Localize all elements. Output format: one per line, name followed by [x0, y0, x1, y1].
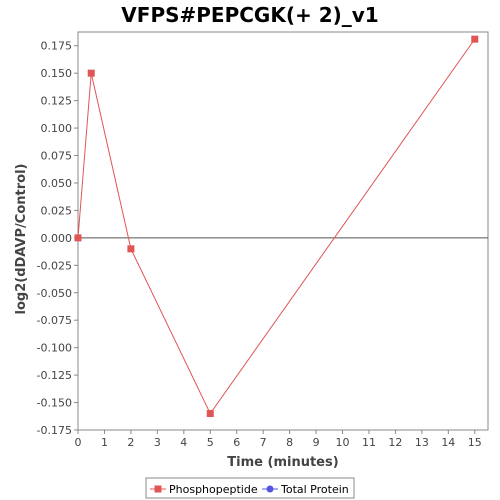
x-tick-label: 11 [362, 436, 376, 449]
legend-box [145, 477, 355, 499]
x-tick-label: 8 [286, 436, 293, 449]
y-axis-label: log2(dDAVP/Control) [14, 164, 29, 315]
x-tick-label: 10 [336, 436, 350, 449]
x-axis: 0 1 2 3 4 5 6 7 8 9 10 11 12 13 14 15 [75, 430, 482, 449]
data-point [206, 410, 214, 418]
x-tick-label: 12 [388, 436, 402, 449]
series-layer [74, 35, 479, 418]
y-tick-label: -0.050 [37, 287, 72, 300]
x-tick-label: 0 [75, 436, 82, 449]
plot-area [77, 31, 489, 431]
y-tick-label: -0.075 [37, 314, 72, 327]
y-tick-label: -0.025 [37, 259, 72, 272]
y-tick-label: 0.075 [41, 150, 73, 163]
legend-marker-square [154, 485, 162, 493]
legend-label: Total Protein [280, 483, 349, 496]
chart-title: VFPS#PEPCGK(+ 2)_v1 [121, 3, 378, 27]
x-tick-label: 4 [180, 436, 187, 449]
x-tick-label: 13 [415, 436, 429, 449]
y-tick-label: -0.150 [37, 397, 72, 410]
y-tick-label: -0.100 [37, 342, 72, 355]
x-tick-label: 5 [207, 436, 214, 449]
legend-marker-circle [266, 485, 274, 493]
x-tick-label: 14 [441, 436, 455, 449]
data-point [471, 35, 479, 43]
legend: Phosphopeptide Total Protein [145, 477, 355, 499]
y-tick-label: 0.025 [41, 204, 73, 217]
legend-label: Phosphopeptide [169, 483, 258, 496]
x-tick-label: 15 [468, 436, 482, 449]
x-axis-label: Time (minutes) [227, 455, 338, 470]
y-axis: -0.175 -0.150 -0.125 -0.100 -0.075 -0.050 -0.0… [37, 40, 78, 437]
x-tick-label: 7 [260, 436, 267, 449]
data-point [74, 234, 82, 242]
y-tick-label: 0.150 [41, 67, 73, 80]
x-tick-label: 1 [101, 436, 108, 449]
data-point [127, 245, 135, 253]
x-tick-label: 2 [127, 436, 134, 449]
y-tick-label: -0.175 [37, 424, 72, 437]
y-tick-label: 0.100 [41, 122, 73, 135]
x-tick-label: 3 [154, 436, 161, 449]
y-tick-label: -0.125 [37, 369, 72, 382]
y-tick-label: 0.050 [41, 177, 73, 190]
x-tick-label: 6 [233, 436, 240, 449]
data-point [87, 69, 95, 77]
y-tick-label: 0.125 [41, 95, 73, 108]
x-tick-label: 9 [313, 436, 320, 449]
y-tick-label: 0.000 [41, 232, 73, 245]
y-tick-label: 0.175 [41, 40, 73, 53]
